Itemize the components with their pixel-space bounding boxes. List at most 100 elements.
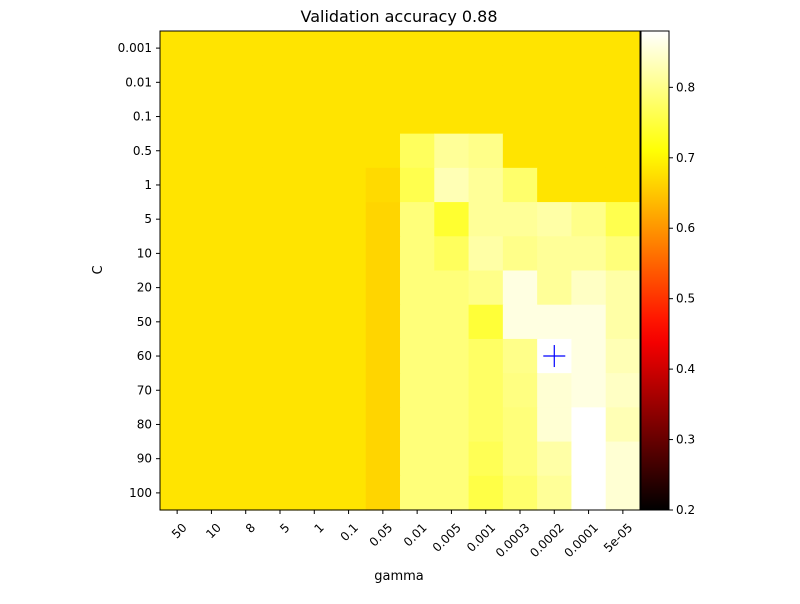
heatmap-cell [537,475,573,511]
heatmap-cell [365,167,401,203]
x-tick-label: 10 [203,521,224,542]
heatmap-cell [434,270,470,306]
heatmap-cell [605,475,641,511]
heatmap-cell [605,167,641,203]
heatmap-cell [160,31,195,66]
heatmap-cell [605,338,641,374]
heatmap-cell [365,475,401,511]
heatmap-cell [297,31,333,66]
heatmap-cell [262,236,298,272]
heatmap-cell [468,133,504,169]
heatmap-cell [262,441,298,477]
heatmap-cell [502,338,538,374]
heatmap-cell [468,304,504,340]
heatmap-cell [571,65,607,101]
heatmap-cell [297,475,333,511]
heatmap-cell [194,304,230,340]
heatmap-cell [262,202,298,237]
heatmap-cell [297,99,333,135]
heatmap-cell [160,65,195,101]
heatmap-cell [400,167,435,203]
heatmap-cell [160,167,195,203]
x-tick-label: 8 [243,521,258,536]
heatmap-cell [297,236,333,272]
heatmap-cell [434,133,470,169]
heatmap-cell [228,133,264,169]
heatmap-cell [400,133,435,169]
heatmap-cell [297,304,333,340]
heatmap-cell [434,304,470,340]
colorbar-tick-label: 0.7 [676,151,695,165]
heatmap-cell [400,304,435,340]
heatmap-cell [331,65,367,101]
heatmap-cell [502,270,538,306]
heatmap-cell [434,65,470,101]
heatmap-cell [571,202,607,237]
heatmap-cell [400,99,435,135]
heatmap-cell [537,236,573,272]
heatmap-cell [194,99,230,135]
heatmap-cell [297,167,333,203]
heatmap-cell [605,65,641,101]
heatmap-cell [228,236,264,272]
heatmap-cell [605,236,641,272]
heatmap-cell [537,407,573,443]
heatmap-cell [537,99,573,135]
heatmap-cell [228,167,264,203]
heatmap-cell [434,236,470,272]
heatmap-cell [537,441,573,477]
heatmap-cell [434,202,470,237]
heatmap-cell [297,338,333,374]
heatmap-cell [160,236,195,272]
heatmap-cell [160,373,195,408]
heatmap-cell [331,373,367,408]
x-axis-ticks: 50 10 8 5 1 0.1 0.05 0.01 0.005 0.0010.00030.0002… [169,510,635,560]
heatmap-cell [468,441,504,477]
heatmap-cell [160,133,195,169]
heatmap-cell [194,270,230,306]
x-tick-label: 0.0003 [493,521,533,561]
heatmap-cell [331,133,367,169]
heatmap-cell [605,373,641,408]
heatmap-cell [537,167,573,203]
y-tick-label: 70 [137,383,152,397]
heatmap-cell [365,338,401,374]
heatmap-cell [297,202,333,237]
y-tick-label: 0.001 [118,41,152,55]
heatmap-cell [468,475,504,511]
x-tick-label: 0.0002 [527,521,567,561]
heatmap-cell [502,31,538,66]
heatmap-cell [502,236,538,272]
heatmap-cell [228,373,264,408]
heatmap-cell [331,338,367,374]
heatmap-cell [194,236,230,272]
heatmap-cell [331,304,367,340]
heatmap-cell [194,338,230,374]
heatmap-cell [194,441,230,477]
heatmap-cell [502,99,538,135]
chart-title: Validation accuracy 0.88 [301,7,498,26]
y-tick-label: 80 [137,417,152,431]
heatmap-cell [605,270,641,306]
heatmap-cell [571,441,607,477]
heatmap-cell [571,475,607,511]
heatmap-cell [605,99,641,135]
x-tick-label: 1 [311,521,326,536]
heatmap-cell [400,441,435,477]
best-marker-group [543,345,566,368]
heatmap-cell [365,407,401,443]
heatmap-cell [571,31,607,66]
heatmap-cell [262,407,298,443]
heatmap-cell [502,441,538,477]
x-tick-label: 5e-05 [601,521,635,555]
y-tick-label: 0.5 [133,144,152,158]
heatmap-cell [468,31,504,66]
heatmap-cell [365,202,401,237]
heatmap-cell [331,202,367,237]
heatmap-cell [434,167,470,203]
heatmap-cell [468,270,504,306]
plot-frame [159,30,641,511]
heatmap-cell [262,270,298,306]
